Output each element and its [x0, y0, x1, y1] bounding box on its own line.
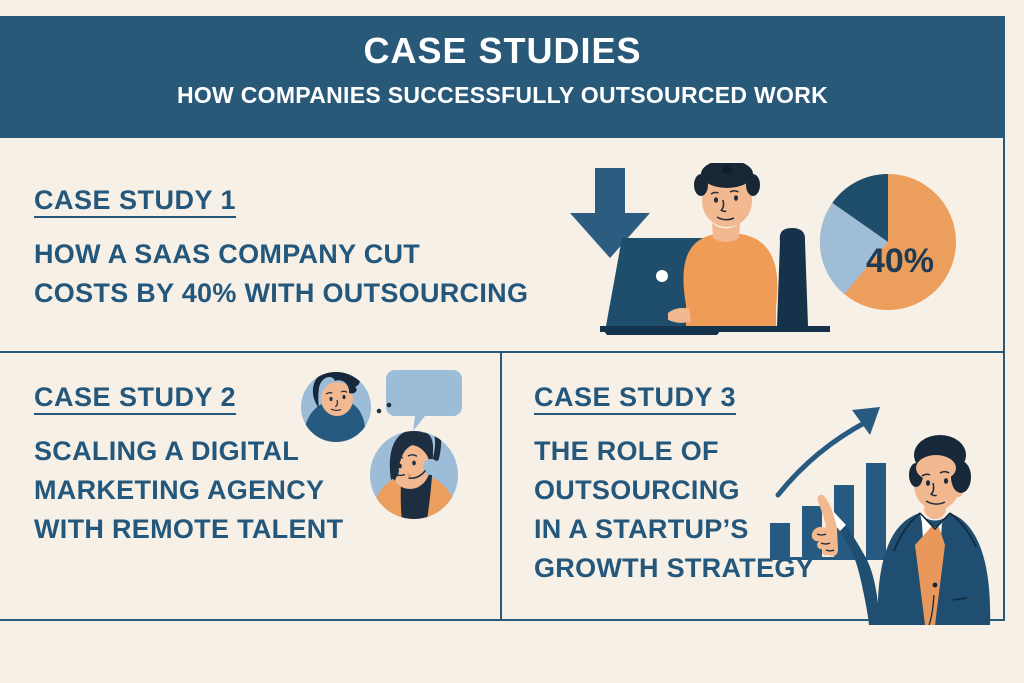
svg-text:40%: 40% — [866, 242, 934, 280]
